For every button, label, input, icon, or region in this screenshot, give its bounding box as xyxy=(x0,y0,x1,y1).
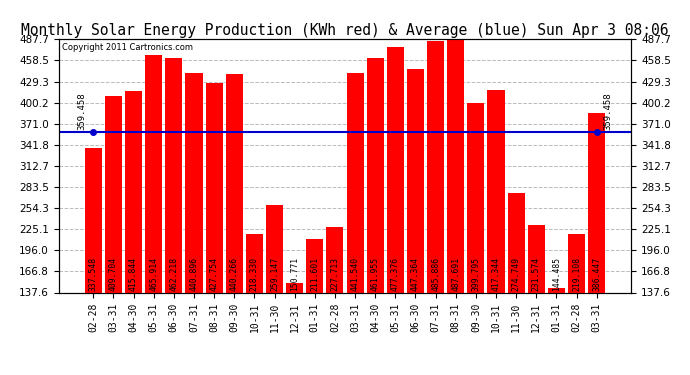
Text: 462.218: 462.218 xyxy=(169,257,178,291)
Text: 485.886: 485.886 xyxy=(431,257,440,291)
Text: 359.458: 359.458 xyxy=(78,92,87,130)
Bar xyxy=(387,47,404,292)
Bar xyxy=(488,90,504,292)
Text: 409.704: 409.704 xyxy=(109,257,118,291)
Bar xyxy=(427,40,444,292)
Bar xyxy=(568,234,585,292)
Text: 337.548: 337.548 xyxy=(89,257,98,291)
Text: 274.749: 274.749 xyxy=(512,257,521,291)
Bar xyxy=(366,58,384,292)
Text: 218.330: 218.330 xyxy=(250,257,259,291)
Bar xyxy=(588,112,605,292)
Text: 427.754: 427.754 xyxy=(210,257,219,291)
Bar xyxy=(306,239,324,292)
Text: 150.771: 150.771 xyxy=(290,257,299,291)
Bar xyxy=(528,225,545,292)
Bar xyxy=(266,205,283,292)
Bar xyxy=(226,74,243,292)
Bar xyxy=(407,69,424,292)
Bar xyxy=(85,148,102,292)
Text: 231.574: 231.574 xyxy=(532,257,541,291)
Text: 477.376: 477.376 xyxy=(391,257,400,291)
Bar xyxy=(467,103,484,292)
Text: 447.364: 447.364 xyxy=(411,257,420,291)
Text: 399.795: 399.795 xyxy=(471,257,480,291)
Bar xyxy=(165,58,182,292)
Bar xyxy=(447,39,464,292)
Bar xyxy=(508,194,525,292)
Text: 259.147: 259.147 xyxy=(270,257,279,291)
Text: 227.713: 227.713 xyxy=(331,257,339,291)
Text: 144.485: 144.485 xyxy=(552,257,561,291)
Title: Monthly Solar Energy Production (KWh red) & Average (blue) Sun Apr 3 08:06: Monthly Solar Energy Production (KWh red… xyxy=(21,23,669,38)
Text: 211.601: 211.601 xyxy=(310,257,319,291)
Text: 417.344: 417.344 xyxy=(491,257,500,291)
Text: 487.691: 487.691 xyxy=(451,257,460,291)
Bar xyxy=(105,96,122,292)
Text: 440.266: 440.266 xyxy=(230,257,239,291)
Bar xyxy=(246,234,263,292)
Bar xyxy=(326,227,344,292)
Text: 415.844: 415.844 xyxy=(129,257,138,291)
Bar xyxy=(206,83,223,292)
Text: Copyright 2011 Cartronics.com: Copyright 2011 Cartronics.com xyxy=(61,43,193,52)
Bar xyxy=(125,92,142,292)
Text: 461.955: 461.955 xyxy=(371,257,380,291)
Text: 219.108: 219.108 xyxy=(572,257,581,291)
Text: 465.914: 465.914 xyxy=(149,257,158,291)
Bar xyxy=(145,55,162,292)
Text: 386.447: 386.447 xyxy=(592,257,601,291)
Text: 440.896: 440.896 xyxy=(190,257,199,291)
Text: 441.540: 441.540 xyxy=(351,257,359,291)
Bar xyxy=(186,73,202,292)
Bar xyxy=(286,283,303,292)
Bar xyxy=(548,288,565,292)
Text: 359.458: 359.458 xyxy=(603,92,612,130)
Bar xyxy=(346,73,364,292)
